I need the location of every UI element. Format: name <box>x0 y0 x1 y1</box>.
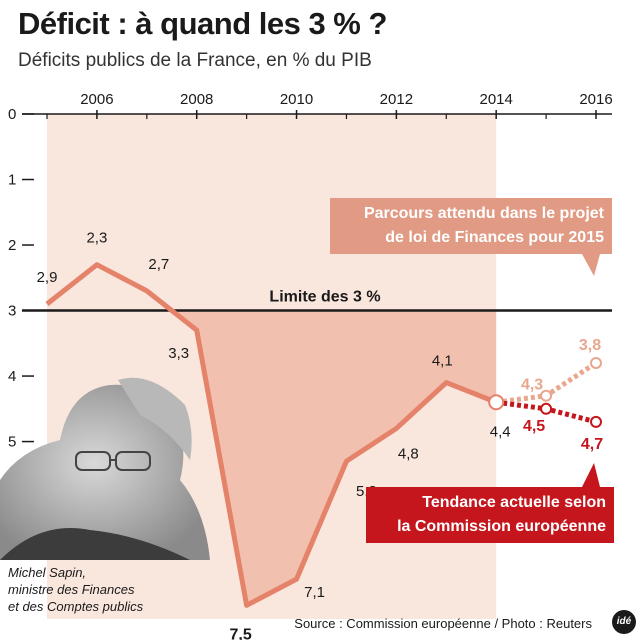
limit-label: Limite des 3 % <box>269 289 380 306</box>
y-tick-label-0: 0 <box>8 106 16 123</box>
x-tick-label-2008: 2008 <box>180 91 213 108</box>
point-2014 <box>488 394 505 411</box>
data-label-2005: 2,9 <box>37 269 58 286</box>
data-label-2006: 2,3 <box>86 230 107 247</box>
source-credit: Source : Commission européenne / Photo :… <box>294 616 592 631</box>
projection-annotation-line2: de loi de Finances pour 2015 <box>385 229 604 246</box>
caption-line2: ministre des Finances <box>8 582 135 597</box>
x-tick-label-2006: 2006 <box>80 91 113 108</box>
data-label-2013: 4,1 <box>432 353 453 370</box>
trend-point-2015 <box>540 402 553 415</box>
y-tick-label-2: 2 <box>8 237 16 254</box>
projection-callout-pointer <box>582 254 600 276</box>
x-tick-label-2010: 2010 <box>280 91 313 108</box>
y-tick-label-4: 4 <box>8 368 16 385</box>
trend-point-2016 <box>590 415 602 428</box>
chart-subtitle: Déficits publics de la France, en % du P… <box>18 50 372 71</box>
projection-point-2015 <box>540 389 553 402</box>
data-label-2009: 7,5 <box>230 626 252 640</box>
trend-label-2015: 4,5 <box>523 418 545 435</box>
excess-deficit-area <box>171 310 497 606</box>
x-tick-label-2016: 2016 <box>579 91 612 108</box>
photo-caption: Michel Sapin, ministre des Finances et d… <box>8 564 143 615</box>
projection-annotation-line1: Parcours attendu dans le projet <box>363 205 604 222</box>
trend-label-2016: 4,7 <box>581 436 603 453</box>
y-tick-label-3: 3 <box>8 303 16 320</box>
trend-annotation-box: Tendance actuelle selon la Commission eu… <box>366 487 614 543</box>
y-tick-label-1: 1 <box>8 172 16 189</box>
trend-annotation-line1: Tendance actuelle selon <box>422 494 606 511</box>
x-tick-label-2012: 2012 <box>380 91 413 108</box>
projection-label-2016: 3,8 <box>579 337 601 354</box>
data-label-2012: 4,8 <box>398 445 419 462</box>
data-label-2007: 2,7 <box>148 256 169 273</box>
projection-annotation-box: Parcours attendu dans le projet de loi d… <box>330 198 612 254</box>
trend-callout-pointer <box>582 463 600 487</box>
x-tick-label-2014: 2014 <box>479 91 512 108</box>
historical-series-line <box>45 262 498 608</box>
projection-point-2016 <box>590 356 602 369</box>
minister-photo <box>0 377 210 560</box>
y-tick-label-5: 5 <box>8 434 16 451</box>
trend-annotation-line2: la Commission européenne <box>397 518 606 535</box>
caption-line3: et des Comptes publics <box>8 599 144 614</box>
publisher-logo: idé <box>612 610 636 634</box>
projection-label-2015: 4,3 <box>521 377 543 394</box>
data-label-2014: 4,4 <box>490 423 511 440</box>
chart-title: Déficit : à quand les 3 % ? <box>18 6 387 41</box>
data-label-2010: 7,1 <box>304 584 325 601</box>
caption-line1: Michel Sapin, <box>8 565 87 580</box>
data-label-2008: 3,3 <box>168 345 189 362</box>
